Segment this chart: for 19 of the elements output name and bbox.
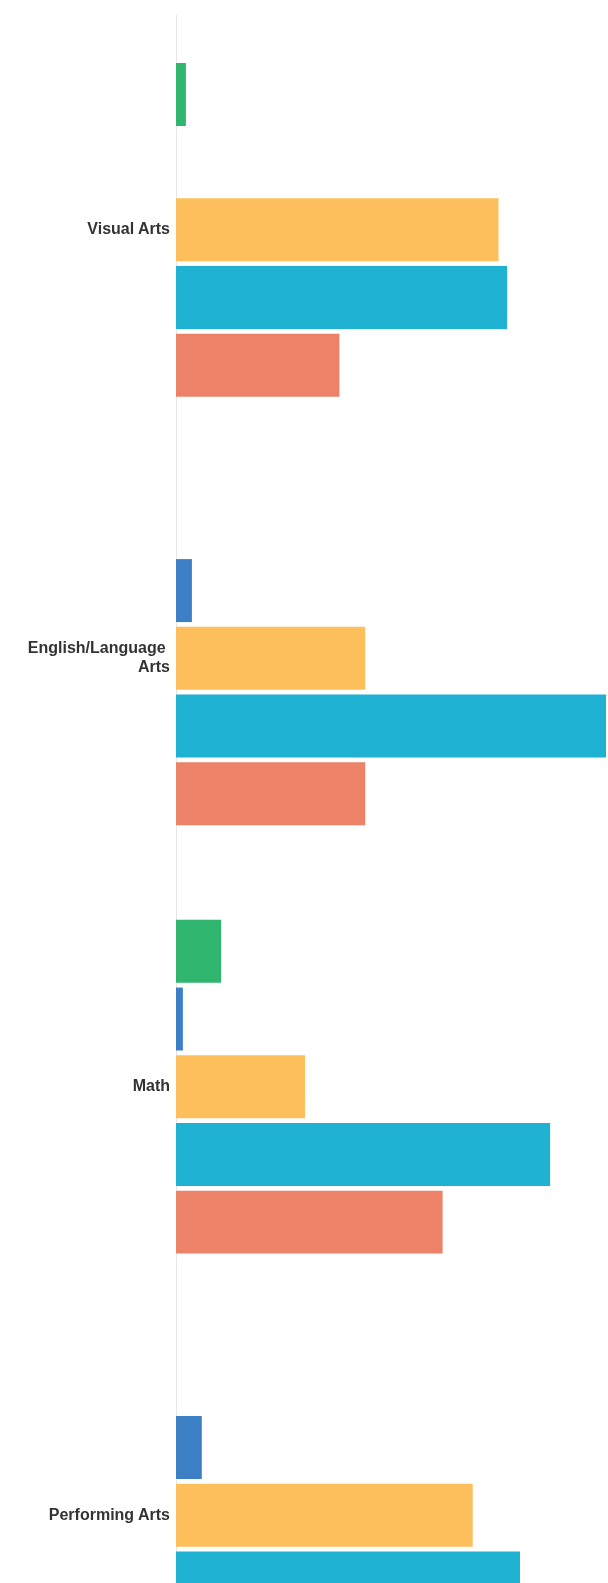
- bar: [176, 987, 183, 1051]
- bar: [176, 694, 606, 758]
- bar: [176, 919, 222, 983]
- y-tick-label: Performing Arts: [48, 1505, 171, 1523]
- bar: [176, 266, 508, 329]
- bar: [176, 1190, 443, 1254]
- y-tick-label: Visual Arts: [87, 220, 171, 238]
- bar: [176, 62, 186, 126]
- bar: [176, 1055, 305, 1119]
- y-tick-label: English/Language Arts: [27, 639, 171, 676]
- bar: [176, 762, 366, 826]
- y-tick-label: Math: [132, 1077, 170, 1095]
- bar: [176, 626, 366, 690]
- bar: [176, 333, 340, 397]
- bar: [176, 1122, 551, 1186]
- bar: [176, 1483, 473, 1547]
- bar: [176, 559, 192, 623]
- bar: [176, 198, 499, 262]
- bar: [176, 1416, 202, 1479]
